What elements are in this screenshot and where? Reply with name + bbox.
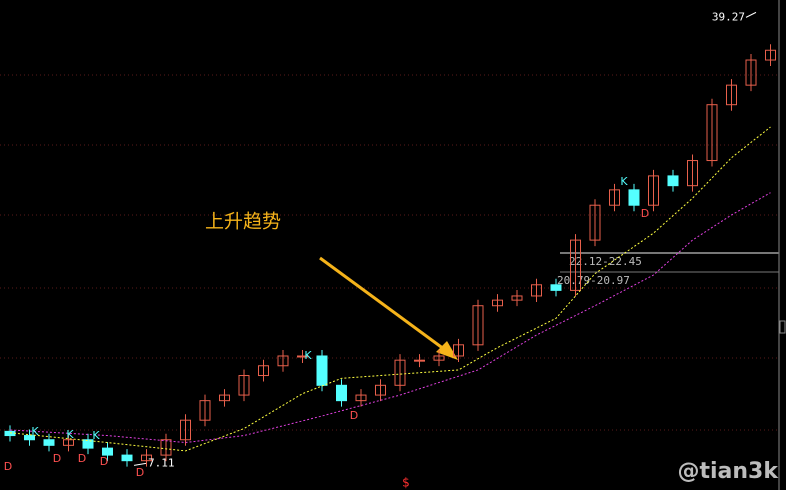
signal-marker: D [78, 452, 86, 465]
candle [394, 359, 406, 386]
signal-marker: D [136, 466, 144, 479]
signal-marker: D [100, 455, 108, 468]
candle [550, 284, 562, 291]
candle [765, 49, 776, 61]
candle [4, 430, 16, 437]
signal-marker: K [304, 349, 312, 362]
candle [316, 355, 328, 386]
level-label: 22.12-22.45 [569, 255, 642, 268]
candle [277, 355, 289, 367]
candle [745, 59, 757, 86]
candle [160, 439, 172, 456]
candle [63, 439, 74, 446]
candle [43, 439, 55, 446]
arrow [319, 256, 449, 354]
candle [609, 189, 620, 206]
candle [492, 299, 503, 307]
signal-marker: D [4, 460, 12, 473]
candle [472, 305, 484, 346]
candle [570, 239, 581, 291]
candle [355, 394, 367, 402]
high-label: 39.27 [712, 10, 745, 23]
moving-average [9, 126, 771, 452]
candle [414, 359, 425, 362]
candle [199, 400, 211, 421]
candle [706, 104, 718, 162]
low-pointer [133, 462, 147, 466]
candle [121, 454, 133, 462]
arrow-head [436, 341, 458, 360]
candle [726, 84, 737, 106]
candle [648, 175, 659, 206]
candle [589, 204, 601, 241]
candle [667, 175, 679, 187]
signal-marker: K [66, 428, 74, 441]
signal-marker: K [31, 425, 39, 438]
low-label: 7.11 [148, 456, 175, 469]
signal-marker: D [641, 207, 649, 220]
candle [24, 435, 35, 441]
signal-marker: D [53, 452, 61, 465]
candle [511, 295, 523, 301]
candle [258, 365, 269, 377]
candle [687, 160, 698, 187]
high-pointer [745, 11, 757, 18]
signal-marker: K [92, 429, 100, 442]
moving-average [9, 192, 771, 444]
candle [628, 189, 640, 206]
candle [180, 419, 191, 441]
candle [433, 355, 445, 361]
candle [238, 375, 250, 396]
candle [102, 447, 113, 456]
signal-marker: K [620, 175, 628, 188]
candle [453, 344, 464, 357]
candle [219, 394, 230, 402]
watermark: @tian3k [677, 459, 779, 484]
signal: $ [402, 476, 410, 490]
scroll-handle[interactable] [779, 320, 786, 334]
candle [336, 384, 347, 402]
candle [531, 284, 542, 297]
candle [141, 454, 152, 462]
annotation: 上升趋势 [205, 211, 281, 233]
candle [297, 355, 308, 358]
signal-marker: D [350, 409, 358, 422]
candle [82, 439, 94, 449]
candle [375, 384, 386, 396]
